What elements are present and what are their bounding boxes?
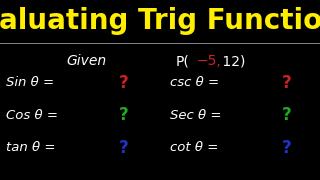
Text: Evaluating Trig Functions: Evaluating Trig Functions [0,7,320,35]
Text: P(: P( [176,54,190,68]
Text: ?: ? [118,139,128,157]
Text: Given: Given [66,54,107,68]
Text: csc θ =: csc θ = [170,76,219,89]
Text: ?: ? [118,74,128,92]
Text: ?: ? [282,74,291,92]
Text: Cos θ =: Cos θ = [6,109,58,122]
Text: −5,: −5, [197,54,221,68]
Text: ?: ? [118,106,128,124]
Text: ?: ? [282,139,291,157]
Text: Sec θ =: Sec θ = [170,109,221,122]
Text: 12): 12) [218,54,245,68]
Text: tan θ =: tan θ = [6,141,56,154]
Text: Sin θ =: Sin θ = [6,76,54,89]
Text: cot θ =: cot θ = [170,141,218,154]
Text: ?: ? [282,106,291,124]
